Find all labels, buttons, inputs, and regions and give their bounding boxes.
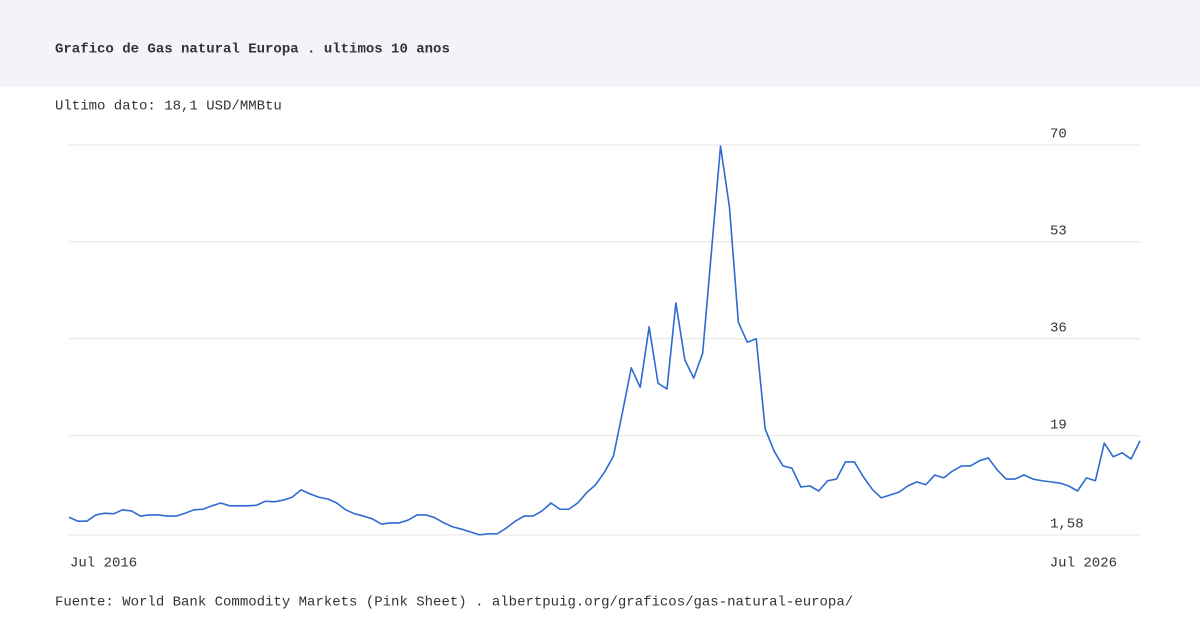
chart-subtitle: Ultimo dato: 18,1 USD/MMBtu	[55, 99, 282, 115]
y-tick-label: 36	[1050, 321, 1067, 337]
x-tick-label: Jul 2026	[1050, 556, 1117, 572]
y-tick-label: 19	[1050, 417, 1067, 433]
header-band	[0, 0, 1200, 87]
x-tick-label: Jul 2016	[70, 556, 137, 572]
source-note: Fuente: World Bank Commodity Markets (Pi…	[55, 595, 853, 611]
data-line	[68, 145, 1141, 536]
y-tick-label: 1,58	[1050, 517, 1084, 533]
y-tick-label: 53	[1050, 224, 1067, 240]
y-tick-label: 70	[1050, 127, 1067, 143]
chart-title: Grafico de Gas natural Europa . ultimos …	[55, 42, 450, 58]
